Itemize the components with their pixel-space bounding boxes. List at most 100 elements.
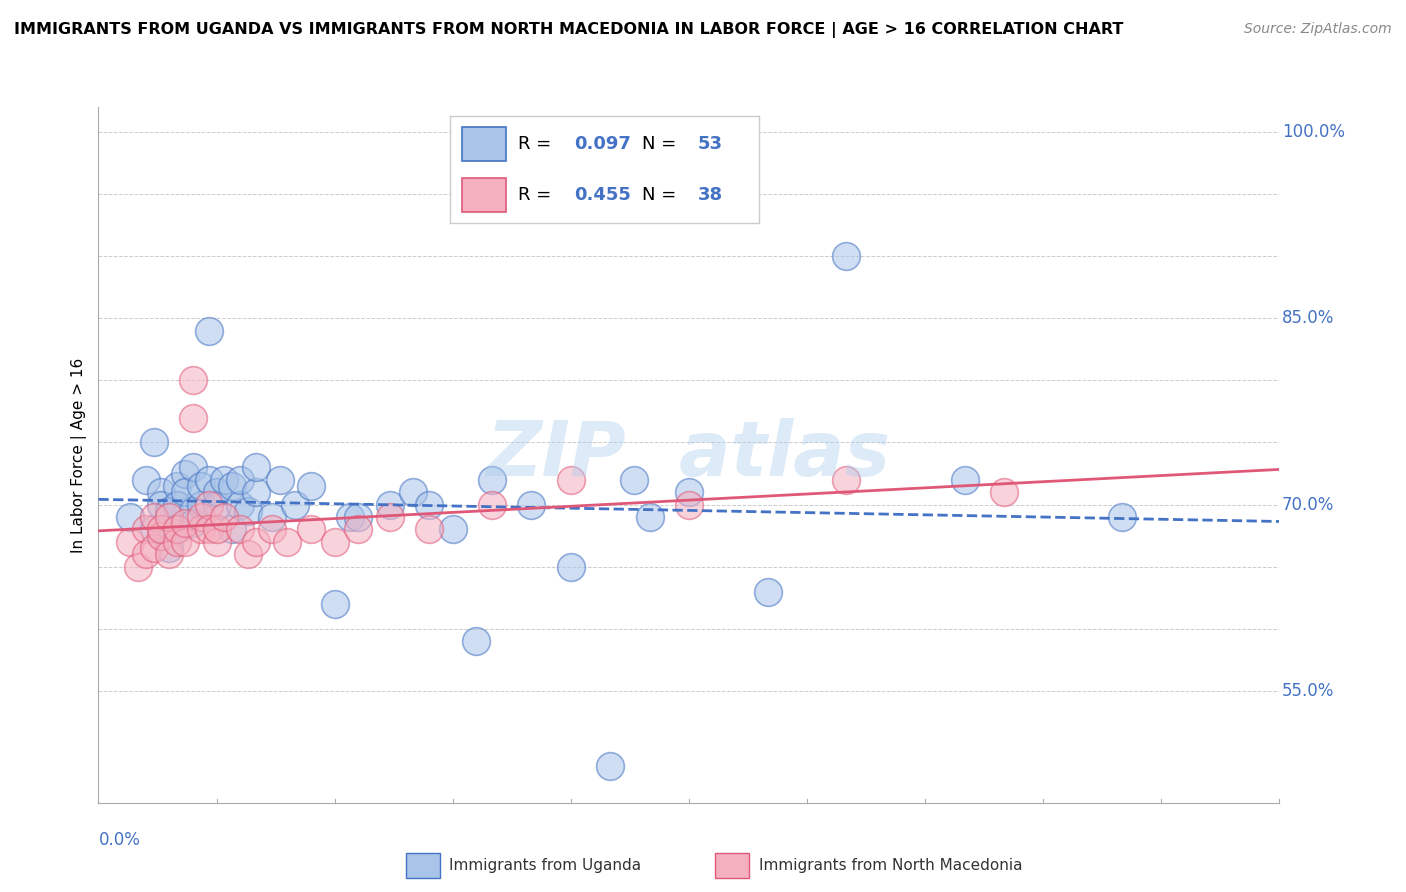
Point [214, 510, 236, 524]
FancyBboxPatch shape [463, 178, 506, 212]
Point [299, 523, 322, 537]
Point [166, 523, 188, 537]
Point [299, 479, 322, 493]
Point [245, 485, 267, 500]
Point [142, 435, 165, 450]
Point [181, 504, 204, 518]
Point [181, 516, 204, 531]
Point [418, 523, 440, 537]
Point [441, 523, 464, 537]
Point [205, 523, 228, 537]
Point [323, 597, 346, 611]
Point [520, 498, 543, 512]
Text: N =: N = [641, 186, 682, 204]
Point [560, 473, 582, 487]
Point [229, 473, 252, 487]
Point [347, 510, 370, 524]
Point [197, 324, 219, 338]
Point [150, 498, 173, 512]
Point [418, 498, 440, 512]
Point [260, 510, 283, 524]
Point [678, 485, 700, 500]
Point [481, 473, 503, 487]
FancyBboxPatch shape [406, 853, 440, 878]
Point [347, 523, 370, 537]
Point [953, 473, 976, 487]
Point [181, 410, 204, 425]
Point [190, 479, 212, 493]
Point [142, 523, 165, 537]
Point [157, 541, 180, 555]
Point [197, 523, 219, 537]
Point [205, 535, 228, 549]
Point [260, 523, 283, 537]
Text: 55.0%: 55.0% [1282, 682, 1334, 700]
Text: 38: 38 [697, 186, 723, 204]
Point [756, 584, 779, 599]
Point [135, 547, 157, 561]
Point [174, 516, 197, 531]
Point [157, 510, 180, 524]
Point [638, 510, 661, 524]
Point [205, 498, 228, 512]
Point [166, 523, 188, 537]
Text: 85.0%: 85.0% [1282, 310, 1334, 327]
Text: Immigrants from Uganda: Immigrants from Uganda [450, 858, 641, 872]
Point [118, 510, 141, 524]
Text: 70.0%: 70.0% [1282, 496, 1334, 514]
Point [465, 634, 488, 648]
Text: ZIP  atlas: ZIP atlas [486, 418, 891, 491]
Point [127, 559, 149, 574]
Point [229, 498, 252, 512]
Point [229, 523, 252, 537]
Text: 0.097: 0.097 [574, 135, 630, 153]
Point [150, 529, 173, 543]
Point [157, 504, 180, 518]
Point [181, 460, 204, 475]
Point [142, 541, 165, 555]
FancyBboxPatch shape [716, 853, 749, 878]
Point [993, 485, 1015, 500]
Text: 100.0%: 100.0% [1282, 123, 1344, 141]
Point [190, 510, 212, 524]
Point [276, 535, 298, 549]
Text: IMMIGRANTS FROM UGANDA VS IMMIGRANTS FROM NORTH MACEDONIA IN LABOR FORCE | AGE >: IMMIGRANTS FROM UGANDA VS IMMIGRANTS FRO… [14, 22, 1123, 38]
Point [378, 510, 401, 524]
Point [623, 473, 645, 487]
Point [190, 523, 212, 537]
Point [236, 547, 259, 561]
Text: R =: R = [517, 135, 557, 153]
Text: R =: R = [517, 186, 557, 204]
Point [135, 523, 157, 537]
Point [174, 535, 197, 549]
Point [236, 504, 259, 518]
Point [197, 498, 219, 512]
Point [214, 473, 236, 487]
Point [339, 510, 361, 524]
Point [221, 479, 243, 493]
Point [205, 485, 228, 500]
Point [402, 485, 425, 500]
Point [190, 498, 212, 512]
Point [142, 510, 165, 524]
Point [174, 467, 197, 481]
Point [245, 460, 267, 475]
Point [118, 535, 141, 549]
Point [835, 473, 858, 487]
Point [269, 473, 291, 487]
Point [323, 535, 346, 549]
FancyBboxPatch shape [463, 127, 506, 161]
Point [157, 547, 180, 561]
Point [181, 373, 204, 387]
Text: 53: 53 [697, 135, 723, 153]
Text: 0.455: 0.455 [574, 186, 630, 204]
Point [835, 249, 858, 263]
Point [284, 498, 307, 512]
Point [221, 523, 243, 537]
Text: Source: ZipAtlas.com: Source: ZipAtlas.com [1244, 22, 1392, 37]
Point [166, 498, 188, 512]
Point [378, 498, 401, 512]
Point [166, 535, 188, 549]
Point [166, 479, 188, 493]
Point [174, 485, 197, 500]
